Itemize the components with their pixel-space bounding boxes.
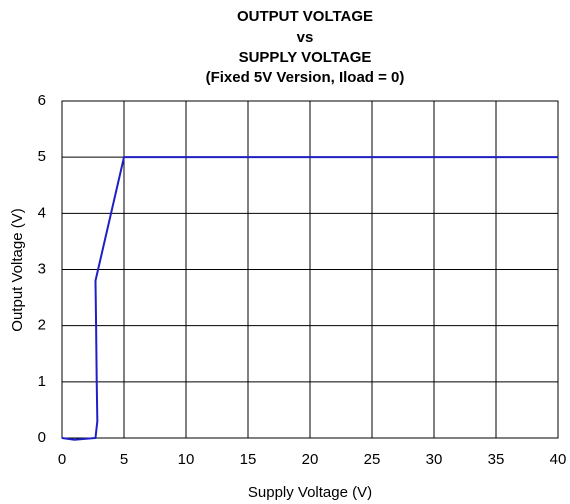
y-tick-label: 4 [38,204,46,221]
y-axis-label: Output Voltage (V) [9,208,26,331]
chart-title: vs [297,29,314,46]
chart-title: OUTPUT VOLTAGE [237,8,373,25]
y-tick-label: 5 [38,148,46,165]
x-tick-label: 5 [120,451,128,468]
y-tick-label: 1 [38,373,46,390]
x-tick-label: 15 [240,451,257,468]
x-tick-label: 30 [426,451,443,468]
x-tick-label: 20 [302,451,319,468]
x-axis-label: Supply Voltage (V) [248,484,372,501]
x-tick-label: 25 [364,451,381,468]
line [61,156,558,441]
chart-title: SUPPLY VOLTAGE [239,49,372,66]
x-tick-label: 40 [550,451,567,468]
plot-frame [61,100,559,439]
x-tick-label: 35 [488,451,505,468]
x-tick-label: 10 [178,451,195,468]
y-tick-label: 0 [38,429,46,446]
x-tick-label: 0 [58,451,66,468]
y-tick-label: 6 [38,92,46,109]
chart-title: (Fixed 5V Version, Iload = 0) [206,69,405,86]
y-tick-label: 2 [38,317,46,334]
y-tick-label: 3 [38,260,46,277]
